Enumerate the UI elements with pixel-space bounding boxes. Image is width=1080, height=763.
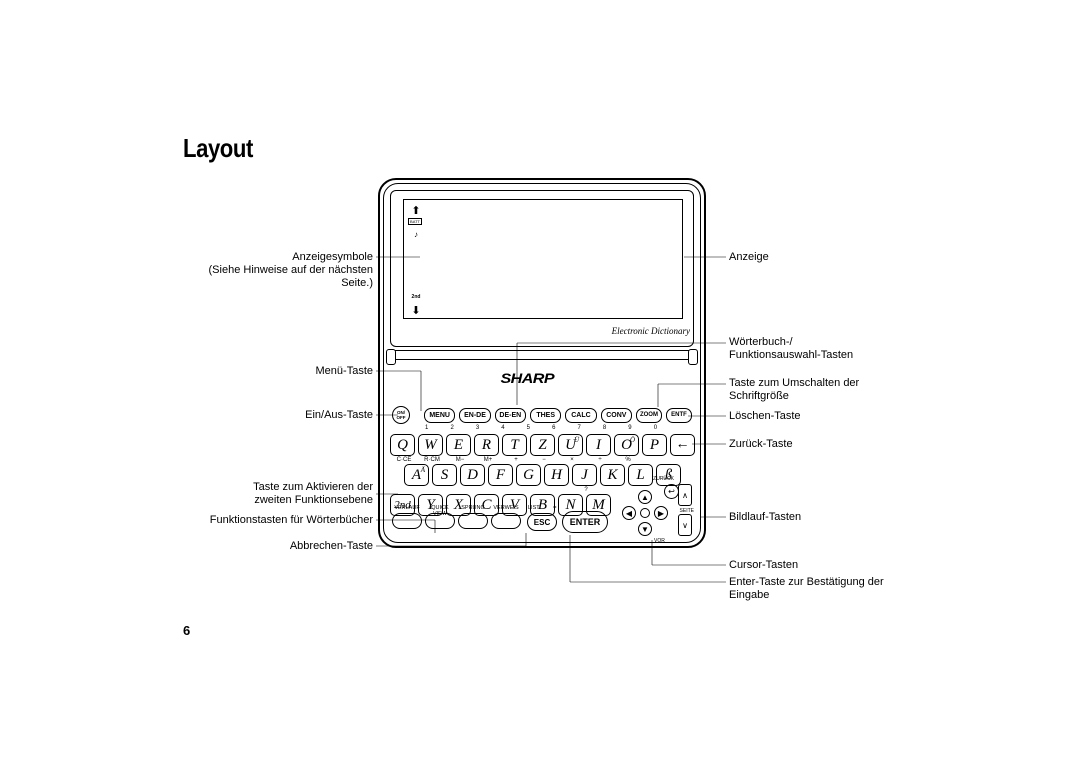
fkey-thes[interactable]: THES	[530, 408, 561, 423]
key-row-1: QWERTZUÜIOÖP←	[390, 434, 695, 456]
power-button[interactable]: ON/OFF	[392, 406, 410, 424]
key-w[interactable]: W	[418, 434, 443, 456]
page-down[interactable]: ∨	[678, 514, 692, 536]
sym-batt: BATT	[408, 218, 422, 225]
function-key-row: ON/OFF MENU EN-DE DE-EN THES CALC CONV Z…	[392, 406, 692, 424]
key-row-2: AÄSDFGHJKLß	[404, 464, 681, 486]
cursor-center	[640, 508, 650, 518]
sym-note-icon: ♪	[408, 230, 424, 239]
back-button[interactable]: ↩	[664, 484, 679, 499]
fkey-ende[interactable]: EN-DE	[459, 408, 490, 423]
nav-cluster: ZURÜCK ↩ ▲ ◀ ▶ ▼ SEITE VOR ∧ ∨	[610, 484, 692, 540]
screen: ⬆ BATT ♪ 2nd ⬇	[403, 199, 683, 319]
key-s[interactable]: S	[432, 464, 457, 486]
key-e[interactable]: E	[446, 434, 471, 456]
cursor-right[interactable]: ▶	[654, 506, 668, 520]
pill-verlauf[interactable]: VERLAUF	[392, 513, 422, 529]
key-o[interactable]: OÖ	[614, 434, 639, 456]
key-f[interactable]: F	[488, 464, 513, 486]
key-ß[interactable]: ß	[656, 464, 681, 486]
eq-label: =	[553, 505, 557, 511]
fkey-calc[interactable]: CALC	[565, 408, 596, 423]
sym-down-icon: ⬇	[408, 304, 424, 317]
sym-2nd: 2nd	[408, 294, 424, 300]
number-labels: 12 34 56 78 90	[414, 425, 668, 431]
key-k[interactable]: K	[600, 464, 625, 486]
key-p[interactable]: P	[642, 434, 667, 456]
key-j[interactable]: J	[572, 464, 597, 486]
sym-row-1: C·CER·CMM−M++−×÷%	[390, 457, 670, 463]
enter-button[interactable]: ENTER	[562, 511, 608, 533]
fkey-menu[interactable]: MENU	[424, 408, 455, 423]
device-illustration: ⬆ BATT ♪ 2nd ⬇ Electronic Dictionary SHA…	[378, 178, 706, 548]
brand-logo: SHARP	[501, 370, 554, 386]
fkey-conv[interactable]: CONV	[601, 408, 632, 423]
fkey-entf[interactable]: ENTF	[666, 408, 692, 423]
page-up[interactable]: ∧	[678, 484, 692, 506]
cursor-left[interactable]: ◀	[622, 506, 636, 520]
label-vor-small: VOR	[654, 538, 665, 544]
hinge	[388, 350, 696, 360]
key-g[interactable]: G	[516, 464, 541, 486]
label-zurueck-small: ZURÜCK	[653, 476, 674, 482]
electronic-dictionary-label: Electronic Dictionary	[612, 326, 690, 336]
pill-sprung[interactable]: SPRUNG	[458, 513, 488, 529]
key-d[interactable]: D	[460, 464, 485, 486]
pill-verweis[interactable]: VERWEIS	[491, 513, 521, 529]
key-r[interactable]: R	[474, 434, 499, 456]
sym-up-icon: ⬆	[408, 204, 424, 217]
cursor-up[interactable]: ▲	[638, 490, 652, 504]
key-h[interactable]: H	[544, 464, 569, 486]
key-a[interactable]: AÄ	[404, 464, 429, 486]
key-z[interactable]: Z	[530, 434, 555, 456]
cursor-down[interactable]: ▼	[638, 522, 652, 536]
esc-button[interactable]: ESC	[527, 513, 557, 531]
key-t[interactable]: T	[502, 434, 527, 456]
fkey-deen[interactable]: DE-EN	[495, 408, 526, 423]
key-i[interactable]: I	[586, 434, 611, 456]
key-q[interactable]: Q	[390, 434, 415, 456]
key-←[interactable]: ←	[670, 434, 695, 456]
pill-quickview[interactable]: QUICK VIEW	[425, 513, 455, 529]
list-label: LIST	[528, 505, 540, 511]
key-l[interactable]: L	[628, 464, 653, 486]
key-u[interactable]: UÜ	[558, 434, 583, 456]
fkey-zoom[interactable]: ZOOM	[636, 408, 662, 423]
